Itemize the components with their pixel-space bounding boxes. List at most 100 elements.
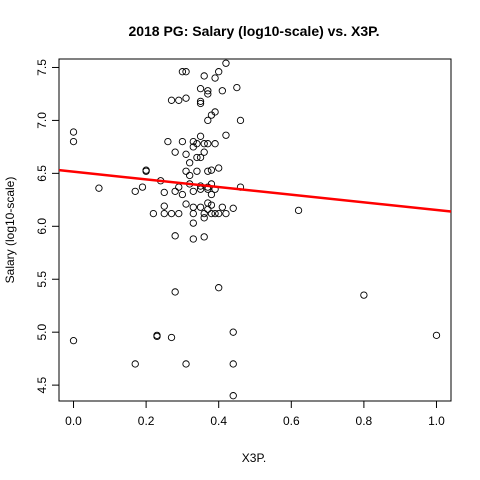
data-point: [207, 209, 216, 218]
data-point: [432, 331, 441, 340]
y-tick-label: 5.5: [35, 271, 49, 288]
scatter-points: [69, 59, 441, 400]
data-point: [204, 90, 212, 98]
data-point: [204, 205, 212, 214]
data-point: [200, 140, 208, 148]
data-point: [142, 167, 150, 175]
data-point: [164, 137, 172, 146]
data-point: [160, 209, 168, 218]
x-axis-label: X3P.: [242, 451, 266, 465]
data-point: [211, 74, 219, 82]
data-point: [233, 83, 241, 92]
data-point: [360, 291, 368, 299]
data-point: [182, 200, 190, 208]
y-tick-label: 4.5: [35, 376, 49, 393]
regression-line: [58, 168, 452, 213]
data-point: [171, 288, 179, 296]
y-tick-label: 6.5: [35, 165, 49, 182]
x-tick-label: 0.0: [65, 414, 82, 428]
data-point: [167, 333, 176, 342]
data-point: [222, 131, 230, 139]
data-point: [215, 68, 223, 76]
data-point: [218, 203, 226, 211]
data-point: [196, 99, 205, 108]
data-point: [167, 209, 176, 218]
data-point: [189, 137, 197, 146]
data-point: [193, 167, 201, 175]
y-tick-label: 5.0: [35, 324, 49, 341]
data-point: [218, 87, 226, 95]
data-point: [207, 190, 216, 199]
x-tick-label: 0.2: [138, 414, 155, 428]
data-point: [200, 209, 208, 218]
data-point: [69, 137, 78, 146]
data-point: [222, 209, 230, 218]
data-point: [182, 68, 190, 76]
x-tick-label: 0.8: [356, 414, 373, 428]
data-point: [189, 219, 197, 227]
data-point: [189, 187, 197, 196]
data-point: [69, 128, 78, 136]
data-point: [215, 284, 223, 292]
data-point: [236, 116, 245, 125]
data-point: [207, 201, 216, 209]
data-point: [178, 68, 187, 76]
data-point: [178, 137, 187, 146]
data-point: [131, 360, 139, 368]
y-tick-label: 7.5: [35, 59, 49, 76]
data-point: [204, 140, 212, 148]
x-tick-label: 0.4: [210, 414, 227, 428]
data-point: [222, 59, 230, 67]
data-point: [175, 183, 183, 191]
data-point: [189, 235, 197, 243]
data-point: [149, 209, 158, 218]
data-point: [200, 148, 208, 156]
data-point: [95, 184, 103, 192]
data-point: [171, 148, 179, 156]
data-point: [211, 209, 219, 218]
y-axis-label: Salary (log10-scale): [3, 177, 17, 284]
data-point: [207, 166, 216, 174]
data-point: [229, 328, 237, 336]
x-tick-label: 1.0: [428, 414, 445, 428]
data-point: [193, 140, 201, 148]
y-tick-label: 6.0: [35, 218, 49, 235]
data-point: [193, 153, 201, 162]
data-point: [186, 159, 194, 167]
data-point: [229, 204, 237, 212]
data-point: [211, 108, 219, 116]
data-point: [182, 360, 190, 368]
data-point: [182, 150, 190, 158]
data-point: [69, 336, 78, 345]
data-point: [204, 116, 212, 125]
data-point: [171, 187, 179, 196]
data-point: [182, 167, 190, 175]
data-point: [171, 232, 179, 240]
data-point: [160, 188, 168, 197]
data-point: [175, 96, 183, 104]
x-tick-label: 0.6: [283, 414, 300, 428]
data-point: [229, 360, 237, 368]
data-point: [204, 87, 212, 95]
chart-title: 2018 PG: Salary (log10-scale) vs. X3P.: [128, 23, 379, 39]
data-point: [196, 97, 205, 106]
data-point: [182, 94, 190, 102]
data-point: [200, 72, 208, 80]
data-point: [178, 190, 187, 199]
data-point: [294, 206, 303, 215]
data-point: [204, 167, 212, 175]
data-point: [200, 214, 208, 222]
data-point: [229, 392, 237, 400]
data-point: [215, 164, 223, 172]
data-point: [160, 202, 168, 210]
data-point: [196, 153, 205, 162]
y-axis: 4.5 5.0 5.5 6.0 6.5 7.0 7.5: [35, 59, 59, 393]
data-point: [196, 203, 205, 211]
data-point: [138, 183, 147, 191]
data-point: [186, 171, 194, 180]
data-point: [189, 209, 197, 218]
data-point: [196, 84, 205, 93]
y-tick-label: 7.0: [35, 112, 49, 129]
data-point: [211, 140, 219, 148]
